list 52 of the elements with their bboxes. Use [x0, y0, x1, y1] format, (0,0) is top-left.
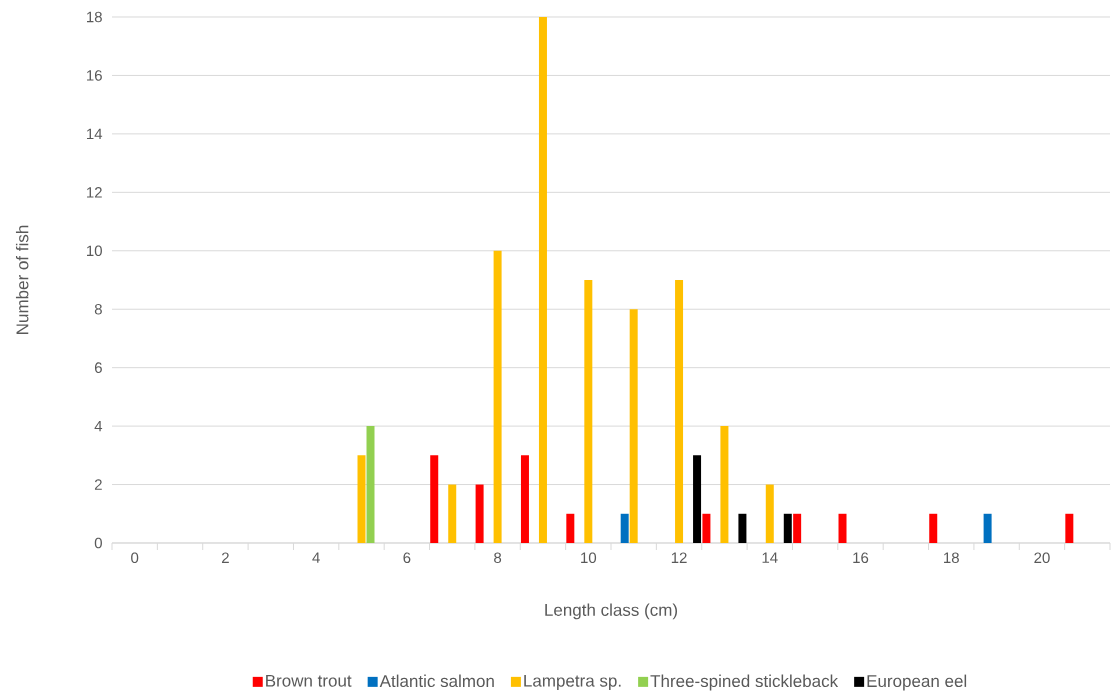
bar: [675, 280, 684, 543]
bar: [702, 513, 711, 543]
legend-label: Lampetra sp.: [524, 674, 621, 691]
bar: [929, 513, 938, 543]
x-tick-label: 12: [671, 552, 687, 563]
x-axis-title: Length class (cm): [545, 603, 678, 620]
y-tick-label: 6: [94, 362, 102, 373]
x-tick-label: 10: [581, 552, 597, 564]
x-tick-label: 0: [131, 552, 139, 564]
bar: [366, 426, 375, 543]
bar: [983, 513, 992, 543]
bar: [493, 250, 502, 543]
bar: [584, 280, 593, 543]
bar: [538, 17, 547, 543]
legend-label: European eel: [867, 674, 967, 691]
x-tick-label: 20: [1034, 552, 1050, 564]
legend-label: Brown trout: [266, 674, 352, 687]
y-axis-title: Number of fish: [15, 225, 29, 334]
legend-label: Three-spined stickleback: [650, 674, 839, 691]
bar: [838, 513, 847, 543]
bar: [720, 426, 729, 543]
bar: [475, 484, 484, 543]
x-tick-label: 2: [221, 552, 229, 563]
bar: [629, 309, 638, 543]
x-tick-label: 6: [403, 552, 411, 564]
x-tick-label: 14: [762, 552, 778, 563]
x-tick-label: 16: [853, 552, 869, 564]
bar: [566, 513, 575, 543]
bar: [448, 484, 457, 543]
bar: [620, 513, 629, 543]
legend-label: Atlantic salmon: [379, 674, 494, 688]
bar: [520, 455, 529, 543]
x-tick-label: 4: [312, 552, 320, 563]
bar: [765, 484, 774, 543]
y-tick-label: 8: [94, 303, 102, 315]
y-tick-label: 12: [87, 187, 102, 198]
y-tick-label: 0: [94, 537, 102, 549]
y-tick-label: 2: [94, 479, 102, 490]
bar: [357, 455, 366, 543]
bar: [738, 513, 747, 543]
bar: [430, 455, 439, 543]
x-tick-label: 18: [944, 552, 959, 564]
bar: [793, 513, 802, 543]
bar: [1065, 513, 1074, 543]
bar: [783, 513, 792, 543]
y-tick-label: 14: [87, 128, 103, 140]
y-tick-label: 4: [94, 420, 103, 432]
x-tick-label: 8: [494, 552, 502, 564]
bar: [693, 455, 702, 543]
y-tick-label: 10: [87, 245, 102, 257]
y-tick-label: 18: [87, 11, 102, 23]
y-tick-label: 16: [87, 70, 102, 81]
